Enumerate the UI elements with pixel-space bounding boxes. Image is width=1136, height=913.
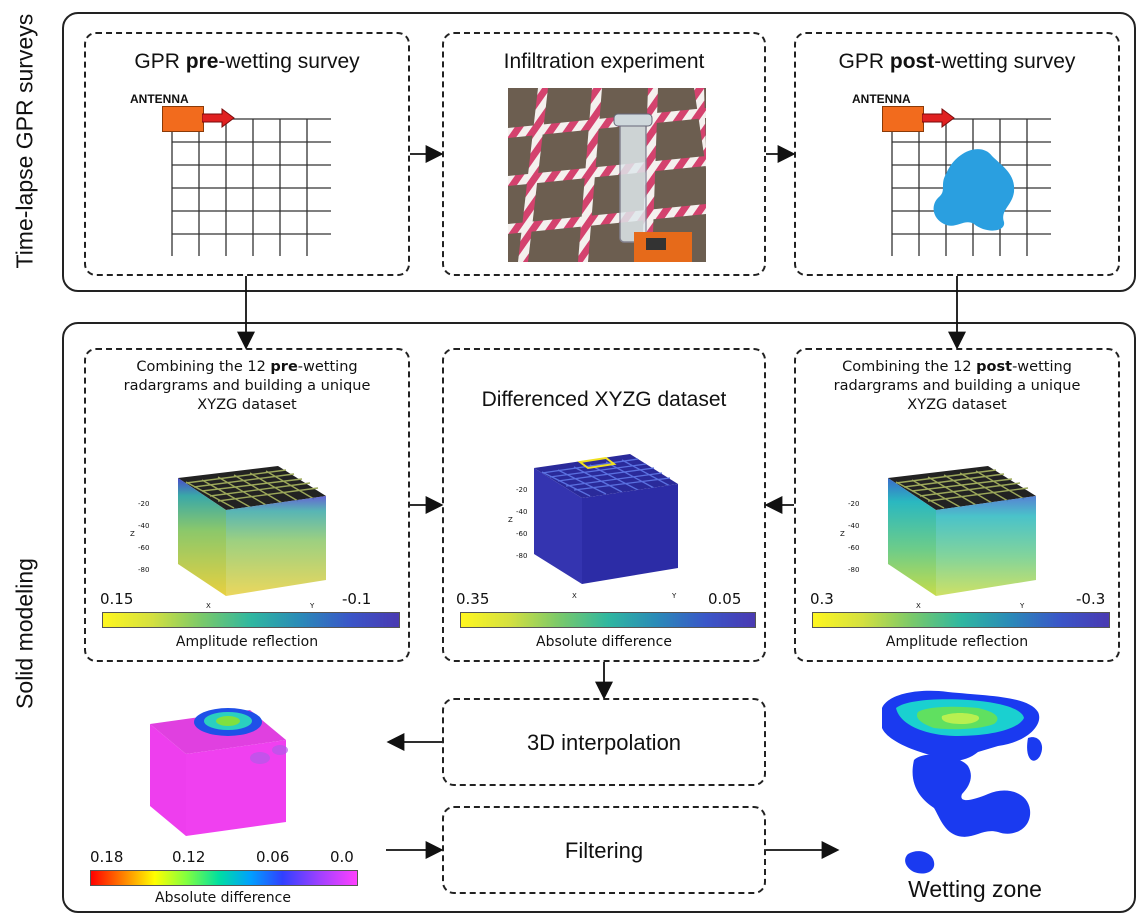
post-survey-grid [891, 118, 1051, 256]
interp-cb-label: Absolute difference [155, 890, 291, 906]
pre-cube-plot [178, 466, 326, 596]
pre-combine-text: Combining the 12 pre-wetting radargrams … [123, 359, 371, 413]
pre-survey-grid [171, 118, 331, 256]
diff-cb-min: 0.35 [456, 590, 490, 608]
interp-title: 3D interpolation [526, 730, 682, 755]
bottom-section-frame [62, 322, 1136, 913]
post-combine-box: Combining the 12 post-wetting radargrams… [794, 348, 1120, 662]
infiltration-photo [508, 88, 706, 262]
post-survey-box: GPR post-wetting survey ANTENNA [794, 32, 1120, 276]
pre-survey-box: GPR pre-wetting survey ANTENNA [84, 32, 410, 276]
post-survey-title: GPR post-wetting survey [838, 50, 1076, 73]
post-colorbar [812, 612, 1110, 628]
interp-cube-plot [150, 708, 288, 836]
pre-survey-title: GPR pre-wetting survey [134, 50, 360, 73]
diff-box: Differenced XYZG dataset -20 -40 -60 -80… [442, 348, 766, 662]
interp-colorbar [90, 870, 358, 886]
post-combine-text: Combining the 12 post-wetting radargrams… [833, 359, 1081, 413]
pre-cb-max: -0.1 [342, 590, 372, 608]
antenna-icon [882, 106, 924, 132]
diff-colorbar [460, 612, 756, 628]
diff-title: Differenced XYZG dataset [481, 388, 727, 411]
wetting-blob-icon [933, 149, 1015, 231]
wetting-zone-title: Wetting zone [908, 876, 1042, 902]
arrow-right-icon [922, 108, 955, 128]
arrow-right-icon [202, 108, 235, 128]
diff-cb-label: Absolute difference [536, 634, 672, 650]
antenna-label: ANTENNA [130, 92, 189, 106]
diff-cube-plot [534, 454, 678, 584]
infiltration-box: Infiltration experiment [442, 32, 766, 276]
post-cube-plot [888, 466, 1036, 596]
wetting-zone-plot [882, 690, 1043, 874]
antenna-label: ANTENNA [852, 92, 911, 106]
filter-title: Filtering [564, 838, 644, 863]
post-cb-min: 0.3 [810, 590, 834, 608]
pre-colorbar [102, 612, 400, 628]
diff-cb-max: 0.05 [708, 590, 742, 608]
infiltration-title: Infiltration experiment [503, 50, 705, 73]
post-cb-max: -0.3 [1076, 590, 1106, 608]
top-section-frame [62, 12, 1136, 292]
post-cb-label: Amplitude reflection [885, 634, 1029, 650]
pre-cb-min: 0.15 [100, 590, 134, 608]
pre-cb-label: Amplitude reflection [175, 634, 319, 650]
